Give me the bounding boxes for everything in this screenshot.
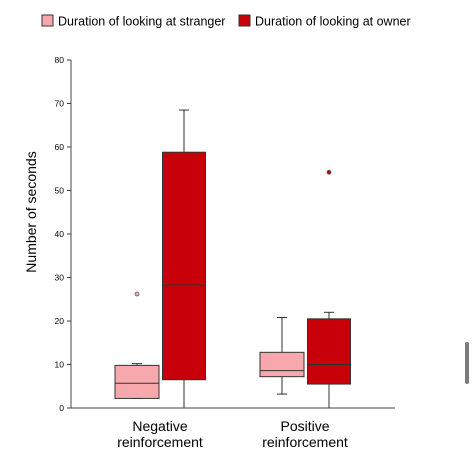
- legend-swatch-stranger: [41, 14, 54, 27]
- y-tick-label-0: 0: [59, 403, 64, 413]
- series-0-cat-0-box: [114, 364, 160, 399]
- series-1-cat-1-outlier-0: [326, 169, 332, 175]
- y-axis-title: Number of seconds: [23, 151, 39, 272]
- y-tick-label-60: 60: [55, 142, 65, 152]
- axes: 0 10 20 30 40 50 60 70 80: [55, 55, 395, 413]
- y-tick-label-70: 70: [55, 99, 65, 109]
- legend-label-owner: Duration of looking at owner: [255, 15, 411, 29]
- scrollbar-handle[interactable]: [465, 342, 469, 384]
- x-category-label-0-line-1: reinforcement: [117, 434, 203, 450]
- x-category-label-1-line-0: Positive: [280, 418, 329, 434]
- y-tick-label-30: 30: [55, 273, 65, 283]
- y-tick-label-10: 10: [55, 360, 65, 370]
- y-tick-label-40: 40: [55, 229, 65, 239]
- legend-label-stranger: Duration of looking at stranger: [58, 15, 225, 29]
- x-category-label-0-line-0: Negative: [132, 418, 187, 434]
- series-0-cat-0-outlier-0: [134, 291, 140, 297]
- legend-swatch-owner: [238, 14, 251, 27]
- series-1-cat-1-box: [307, 318, 351, 385]
- plot-area: [114, 109, 351, 408]
- legend: Duration of looking at stranger Duration…: [41, 14, 411, 29]
- y-tick-label-20: 20: [55, 316, 65, 326]
- series-0-cat-1-box: [259, 351, 305, 378]
- x-axis-labels: NegativereinforcementPositivereinforceme…: [117, 418, 348, 450]
- y-tick-label-50: 50: [55, 186, 65, 196]
- x-category-label-1-line-1: reinforcement: [262, 434, 348, 450]
- series-1-cat-0-box: [162, 151, 206, 381]
- y-tick-label-80: 80: [55, 55, 65, 65]
